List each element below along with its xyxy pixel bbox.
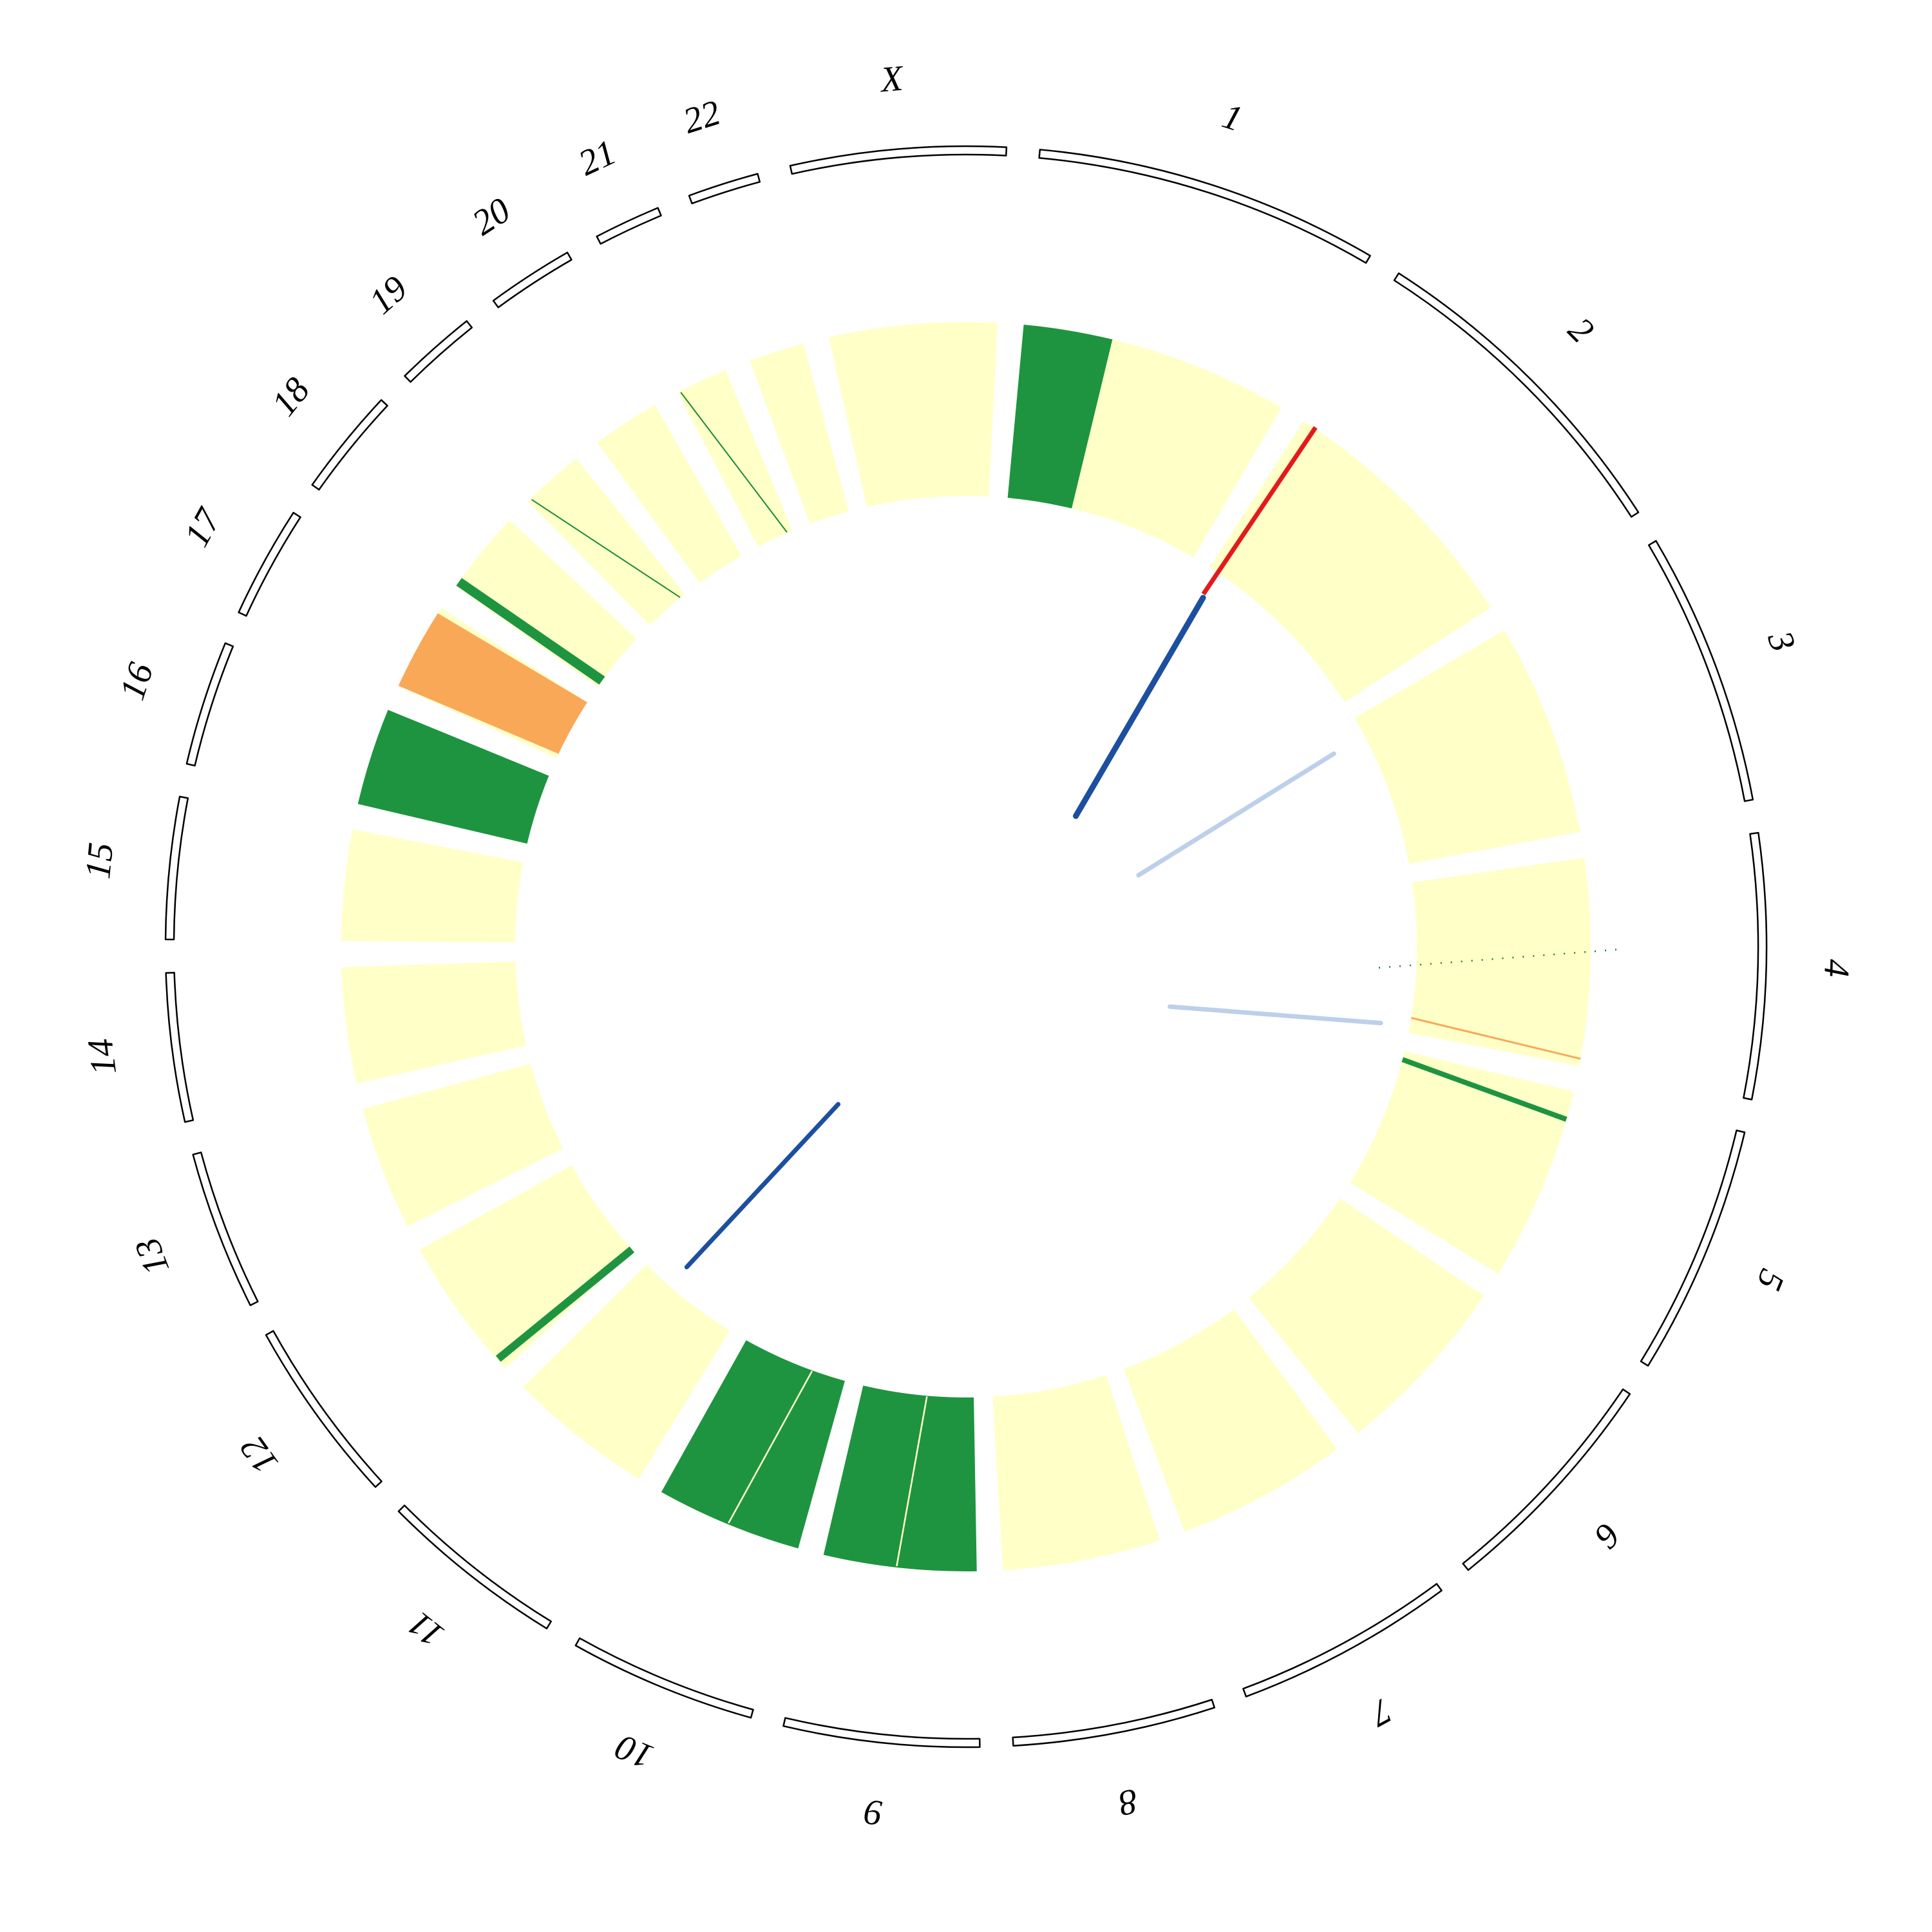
chromosome-wedge-14 <box>341 961 526 1084</box>
chr5-green-line <box>1401 1057 1567 1122</box>
chromosome-tick-arc-X <box>789 145 1008 175</box>
chromosome-wedge-4 <box>1408 857 1591 1066</box>
chromosome-label-13: 13 <box>127 1233 177 1280</box>
chr2-dark-blue-ray <box>1073 594 1206 819</box>
chromosome-tick-arc-19 <box>404 320 473 383</box>
chr21-green-hairline <box>680 392 788 533</box>
chromosome-label-19: 19 <box>362 269 415 323</box>
chromosome-label-5: 5 <box>1748 1264 1792 1296</box>
chromosome-tick-arc-17 <box>238 511 301 617</box>
chromosome-tick-arc-14 <box>165 972 194 1123</box>
chr12-green-line <box>495 1246 635 1362</box>
chr9-yellow-hairline <box>896 1396 928 1567</box>
chromosome-tick-arc-18 <box>311 399 388 491</box>
chromosome-wedge-15 <box>341 829 524 943</box>
chr18-green-band <box>456 578 605 685</box>
chromosome-wedge-6 <box>1249 1198 1484 1434</box>
chromosome-label-3: 3 <box>1759 625 1803 657</box>
chromosome-label-4: 4 <box>1816 959 1857 978</box>
chromosome-label-X: X <box>878 58 906 100</box>
chromosome-tick-arc-1 <box>1038 149 1371 264</box>
chromosome-wedge-22 <box>750 343 849 524</box>
chromosome-label-7: 7 <box>1363 1690 1399 1735</box>
chromosome-wedge-9 <box>823 1385 977 1572</box>
chromosome-wedge-X <box>828 321 998 507</box>
chromosome-label-18: 18 <box>264 370 317 424</box>
chromosome-wedge-20 <box>597 404 742 583</box>
chromosome-label-10: 10 <box>610 1727 658 1777</box>
chromosome-wedge-10 <box>661 1340 845 1549</box>
chromosome-wedge-8 <box>992 1375 1160 1571</box>
chromosome-wedge-2 <box>1209 421 1491 703</box>
chr4-orange-line <box>1410 1017 1581 1060</box>
chromosome-wedge-7 <box>1123 1309 1338 1532</box>
chromosome-tick-arc-8 <box>1012 1699 1216 1747</box>
chromosome-tick-arc-21 <box>596 207 662 245</box>
chr17-orange-band <box>398 613 587 754</box>
chromosome-label-11: 11 <box>400 1604 451 1656</box>
chromosome-tick-arc-10 <box>574 1637 754 1719</box>
chromosome-label-2: 2 <box>1560 310 1602 351</box>
chromosome-wedge-12 <box>419 1165 634 1368</box>
chromosome-wedge-3 <box>1354 630 1580 864</box>
chromosome-tick-arc-9 <box>782 1717 981 1748</box>
chromosome-tick-arc-2 <box>1393 272 1640 518</box>
chr11-dark-blue-ray <box>684 1102 841 1270</box>
chromosome-wedge-18 <box>455 520 637 687</box>
chromosome-tick-arc-13 <box>192 1151 259 1307</box>
chromosome-label-20: 20 <box>466 190 518 243</box>
chromosome-tick-arc-16 <box>185 642 234 767</box>
chromosome-label-9: 9 <box>862 1792 884 1833</box>
chromosome-tick-arc-5 <box>1640 1130 1746 1367</box>
chromosome-tick-arc-20 <box>492 251 573 308</box>
chromosome-wedge-19 <box>527 458 685 625</box>
chromosome-tick-arc-11 <box>397 1504 552 1630</box>
chromosome-wedge-5 <box>1350 1051 1574 1274</box>
chromosome-label-16: 16 <box>112 658 161 705</box>
chr19-green-hairline <box>531 498 681 598</box>
chromosome-label-6: 6 <box>1587 1515 1629 1556</box>
chr2-red-line <box>1201 426 1318 596</box>
chromosome-label-14: 14 <box>80 1036 125 1077</box>
chr4-light-blue-ray <box>1168 1004 1383 1026</box>
chromosome-label-1: 1 <box>1218 96 1247 140</box>
chromosome-tick-arc-3 <box>1647 540 1754 802</box>
chr3-light-blue-ray <box>1136 751 1336 878</box>
chromosome-tick-arc-7 <box>1242 1583 1443 1698</box>
chromosome-tick-arc-6 <box>1462 1388 1631 1571</box>
chromosome-label-8: 8 <box>1115 1781 1141 1823</box>
chromosome-label-22: 22 <box>679 93 725 142</box>
chromosome-label-15: 15 <box>78 841 121 881</box>
chr1-green-segment <box>1007 325 1113 509</box>
chr10-yellow-hairline <box>728 1370 813 1524</box>
chromosome-tick-arc-15 <box>164 795 189 941</box>
chromosome-tick-arc-22 <box>688 173 761 205</box>
chromosome-tick-arc-4 <box>1743 831 1768 1101</box>
chromosome-wedge-16 <box>357 710 549 844</box>
chromosome-tick-arc-12 <box>265 1330 383 1488</box>
chromosome-label-17: 17 <box>176 501 229 553</box>
chromosome-label-21: 21 <box>573 132 622 184</box>
chromosome-wedge-11 <box>523 1264 730 1479</box>
chromosome-wedge-13 <box>363 1063 564 1227</box>
chromosome-label-12: 12 <box>232 1429 286 1482</box>
